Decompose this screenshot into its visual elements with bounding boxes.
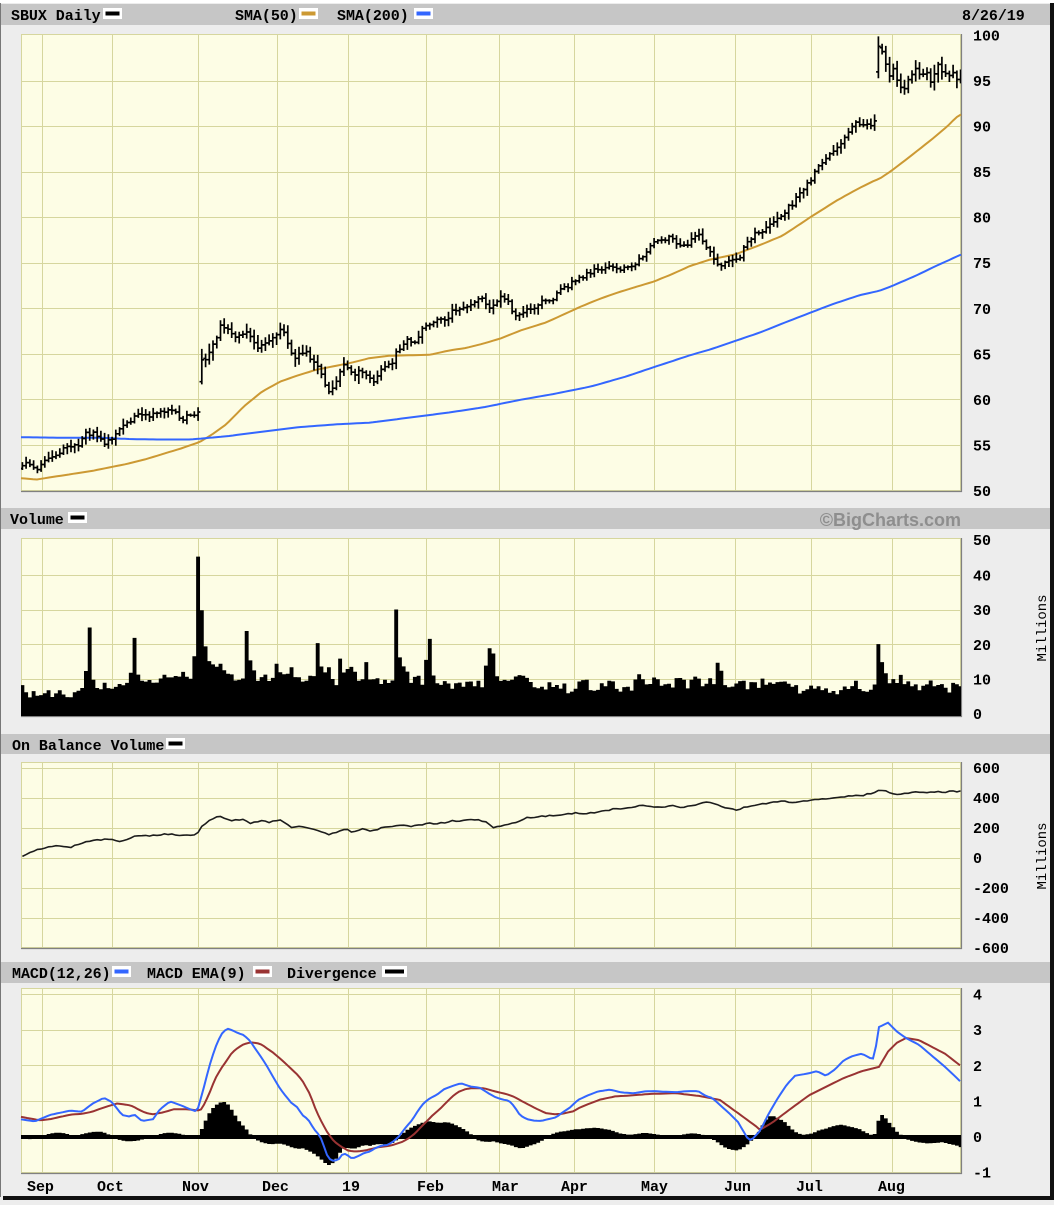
svg-text:Feb: Feb xyxy=(417,1179,444,1196)
svg-text:70: 70 xyxy=(973,302,991,319)
svg-text:Jun: Jun xyxy=(724,1179,751,1196)
svg-text:60: 60 xyxy=(973,393,991,410)
svg-text:30: 30 xyxy=(973,603,991,620)
svg-text:50: 50 xyxy=(973,484,991,501)
svg-text:-600: -600 xyxy=(973,941,1009,958)
svg-text:SMA(50): SMA(50) xyxy=(235,8,298,25)
svg-text:On Balance Volume: On Balance Volume xyxy=(12,738,164,755)
svg-text:0: 0 xyxy=(973,851,982,868)
svg-text:20: 20 xyxy=(973,638,991,655)
svg-text:Sep: Sep xyxy=(27,1179,54,1196)
svg-text:MACD(12,26): MACD(12,26) xyxy=(12,966,111,983)
svg-text:MACD EMA(9): MACD EMA(9) xyxy=(147,966,246,983)
svg-text:Divergence: Divergence xyxy=(287,966,377,983)
svg-text:50: 50 xyxy=(973,533,991,550)
svg-text:Mar: Mar xyxy=(492,1179,519,1196)
svg-text:©BigCharts.com: ©BigCharts.com xyxy=(820,510,961,530)
svg-text:100: 100 xyxy=(973,29,1000,46)
svg-text:-1: -1 xyxy=(973,1166,991,1183)
svg-text:19: 19 xyxy=(342,1179,360,1196)
svg-text:10: 10 xyxy=(973,672,991,689)
svg-text:Volume: Volume xyxy=(10,512,64,529)
svg-text:Aug: Aug xyxy=(878,1179,905,1196)
svg-text:2: 2 xyxy=(973,1059,982,1076)
svg-text:-200: -200 xyxy=(973,881,1009,898)
svg-text:SMA(200): SMA(200) xyxy=(337,8,409,25)
svg-text:May: May xyxy=(641,1179,668,1196)
svg-text:Dec: Dec xyxy=(262,1179,289,1196)
svg-text:-400: -400 xyxy=(973,911,1009,928)
svg-text:80: 80 xyxy=(973,211,991,228)
svg-text:55: 55 xyxy=(973,438,991,455)
svg-text:0: 0 xyxy=(973,1130,982,1147)
svg-text:40: 40 xyxy=(973,569,991,586)
svg-text:SBUX Daily: SBUX Daily xyxy=(11,8,101,25)
svg-text:600: 600 xyxy=(973,761,1000,778)
svg-text:65: 65 xyxy=(973,347,991,364)
svg-text:Millions: Millions xyxy=(1035,823,1051,890)
svg-text:1: 1 xyxy=(973,1094,982,1111)
svg-text:Millions: Millions xyxy=(1035,595,1051,662)
svg-text:0: 0 xyxy=(973,707,982,724)
svg-text:400: 400 xyxy=(973,791,1000,808)
svg-text:Nov: Nov xyxy=(182,1179,209,1196)
svg-text:3: 3 xyxy=(973,1023,982,1040)
svg-text:95: 95 xyxy=(973,74,991,91)
svg-text:75: 75 xyxy=(973,256,991,273)
svg-text:200: 200 xyxy=(973,821,1000,838)
svg-text:8/26/19: 8/26/19 xyxy=(962,8,1025,25)
svg-text:Apr: Apr xyxy=(561,1179,588,1196)
svg-text:4: 4 xyxy=(973,988,982,1005)
svg-text:90: 90 xyxy=(973,120,991,137)
svg-text:Oct: Oct xyxy=(97,1179,124,1196)
svg-text:Jul: Jul xyxy=(796,1179,823,1196)
svg-text:85: 85 xyxy=(973,165,991,182)
